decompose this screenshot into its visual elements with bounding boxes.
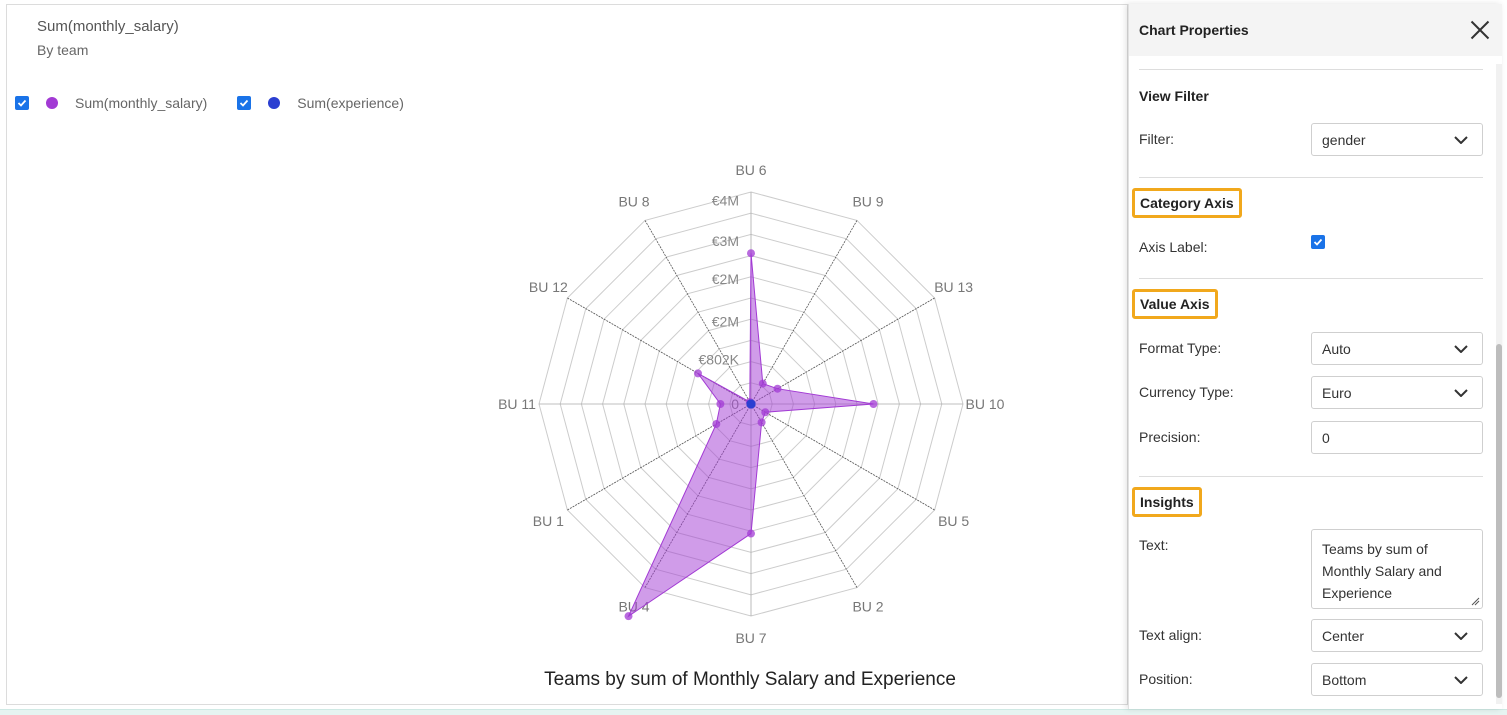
data-point: [758, 379, 767, 388]
format-type-value: Auto: [1322, 340, 1351, 357]
chart-card: Sum(monthly_salary) By team Sum(monthly_…: [6, 4, 1128, 705]
category-label: BU 2: [852, 599, 883, 615]
data-point: [716, 400, 725, 408]
category-axis-title: Category Axis: [1132, 188, 1242, 218]
data-point: [757, 418, 766, 427]
chevron-down-icon: [1454, 631, 1468, 640]
spoke-line: [750, 403, 935, 511]
data-point: [747, 249, 755, 258]
tick-label: €2M: [712, 271, 739, 287]
text-align-value: Center: [1322, 627, 1365, 644]
chart-title: Sum(monthly_salary): [37, 18, 179, 35]
panel-scrollbar[interactable]: [1496, 64, 1502, 704]
spoke-line: [750, 297, 935, 405]
axis-label-checkbox[interactable]: [1311, 235, 1325, 249]
text-align-label: Text align:: [1139, 627, 1203, 643]
legend-dot-salary: [46, 97, 58, 109]
currency-type-label: Currency Type:: [1139, 384, 1234, 400]
divider: [1139, 177, 1483, 178]
data-point: [746, 399, 756, 409]
filter-select[interactable]: gender: [1311, 123, 1483, 156]
category-label: BU 8: [618, 193, 649, 209]
position-select[interactable]: Bottom: [1311, 663, 1483, 696]
chevron-down-icon: [1454, 344, 1468, 353]
resize-grip-icon[interactable]: [1470, 596, 1480, 606]
filter-label: Filter:: [1139, 131, 1174, 147]
insight-text-input[interactable]: Teams by sum of Monthly Salary and Exper…: [1311, 529, 1483, 609]
category-label: BU 12: [529, 279, 568, 295]
category-label: BU 6: [735, 162, 766, 178]
legend-label-salary: Sum(monthly_salary): [75, 95, 208, 111]
chart-subtitle: By team: [37, 42, 89, 58]
insight-caption: Teams by sum of Monthly Salary and Exper…: [544, 669, 956, 690]
text-label: Text:: [1139, 537, 1169, 553]
data-point: [624, 612, 633, 621]
legend: Sum(monthly_salary) Sum(experience): [15, 95, 434, 111]
scroll-thumb[interactable]: [1496, 344, 1502, 698]
legend-checkbox-experience[interactable]: [237, 96, 252, 110]
position-label: Position:: [1139, 671, 1193, 687]
position-value: Bottom: [1322, 671, 1367, 688]
chevron-down-icon: [1454, 135, 1468, 144]
spoke-line: [567, 403, 752, 511]
text-align-select[interactable]: Center: [1311, 619, 1483, 652]
insight-text-value: Teams by sum of Monthly Salary and Exper…: [1322, 541, 1442, 601]
precision-label: Precision:: [1139, 429, 1201, 445]
chevron-down-icon: [1454, 388, 1468, 397]
currency-type-value: Euro: [1322, 384, 1352, 401]
category-label: BU 1: [533, 513, 564, 529]
tick-label: €2M: [712, 313, 739, 329]
legend-item-experience[interactable]: Sum(experience): [237, 95, 404, 111]
category-label: BU 9: [852, 193, 883, 209]
format-type-select[interactable]: Auto: [1311, 332, 1483, 365]
data-point: [693, 369, 702, 378]
legend-label-experience: Sum(experience): [297, 95, 404, 111]
tick-label: €3M: [712, 233, 739, 249]
tick-label: €802K: [699, 351, 740, 367]
data-point: [773, 384, 782, 393]
data-point: [747, 529, 755, 538]
category-label: BU 5: [938, 513, 969, 529]
spoke-line: [750, 220, 858, 405]
precision-input[interactable]: 0: [1311, 421, 1483, 454]
bottom-border: [0, 709, 1507, 715]
divider: [1139, 69, 1483, 70]
category-label: BU 7: [735, 630, 766, 646]
category-label: BU 13: [934, 279, 973, 295]
category-label: BU 11: [498, 396, 536, 412]
spoke-line: [567, 297, 752, 405]
legend-checkbox-salary[interactable]: [15, 96, 29, 110]
currency-type-select[interactable]: Euro: [1311, 376, 1483, 409]
legend-item-salary[interactable]: Sum(monthly_salary): [15, 95, 207, 111]
view-filter-title: View Filter: [1139, 88, 1209, 104]
close-icon[interactable]: [1468, 18, 1492, 42]
tick-label: €4M: [712, 192, 739, 208]
value-axis-title: Value Axis: [1132, 289, 1218, 319]
format-type-label: Format Type:: [1139, 340, 1222, 356]
legend-dot-experience: [268, 97, 281, 109]
panel-header: Chart Properties: [1129, 4, 1502, 56]
data-point: [869, 400, 878, 408]
data-point: [761, 408, 770, 417]
spoke-line: [644, 220, 752, 405]
insights-title: Insights: [1132, 487, 1202, 517]
divider: [1139, 278, 1483, 279]
chart-properties-panel: Chart Properties View Filter Filter: gen…: [1128, 4, 1502, 709]
panel-title: Chart Properties: [1139, 22, 1249, 38]
divider: [1139, 476, 1483, 477]
data-point: [712, 420, 721, 429]
filter-value: gender: [1322, 131, 1366, 148]
category-label: BU 10: [966, 396, 1005, 412]
chevron-down-icon: [1454, 675, 1468, 684]
spoke-line: [750, 403, 858, 588]
axis-label-label: Axis Label:: [1139, 239, 1208, 255]
